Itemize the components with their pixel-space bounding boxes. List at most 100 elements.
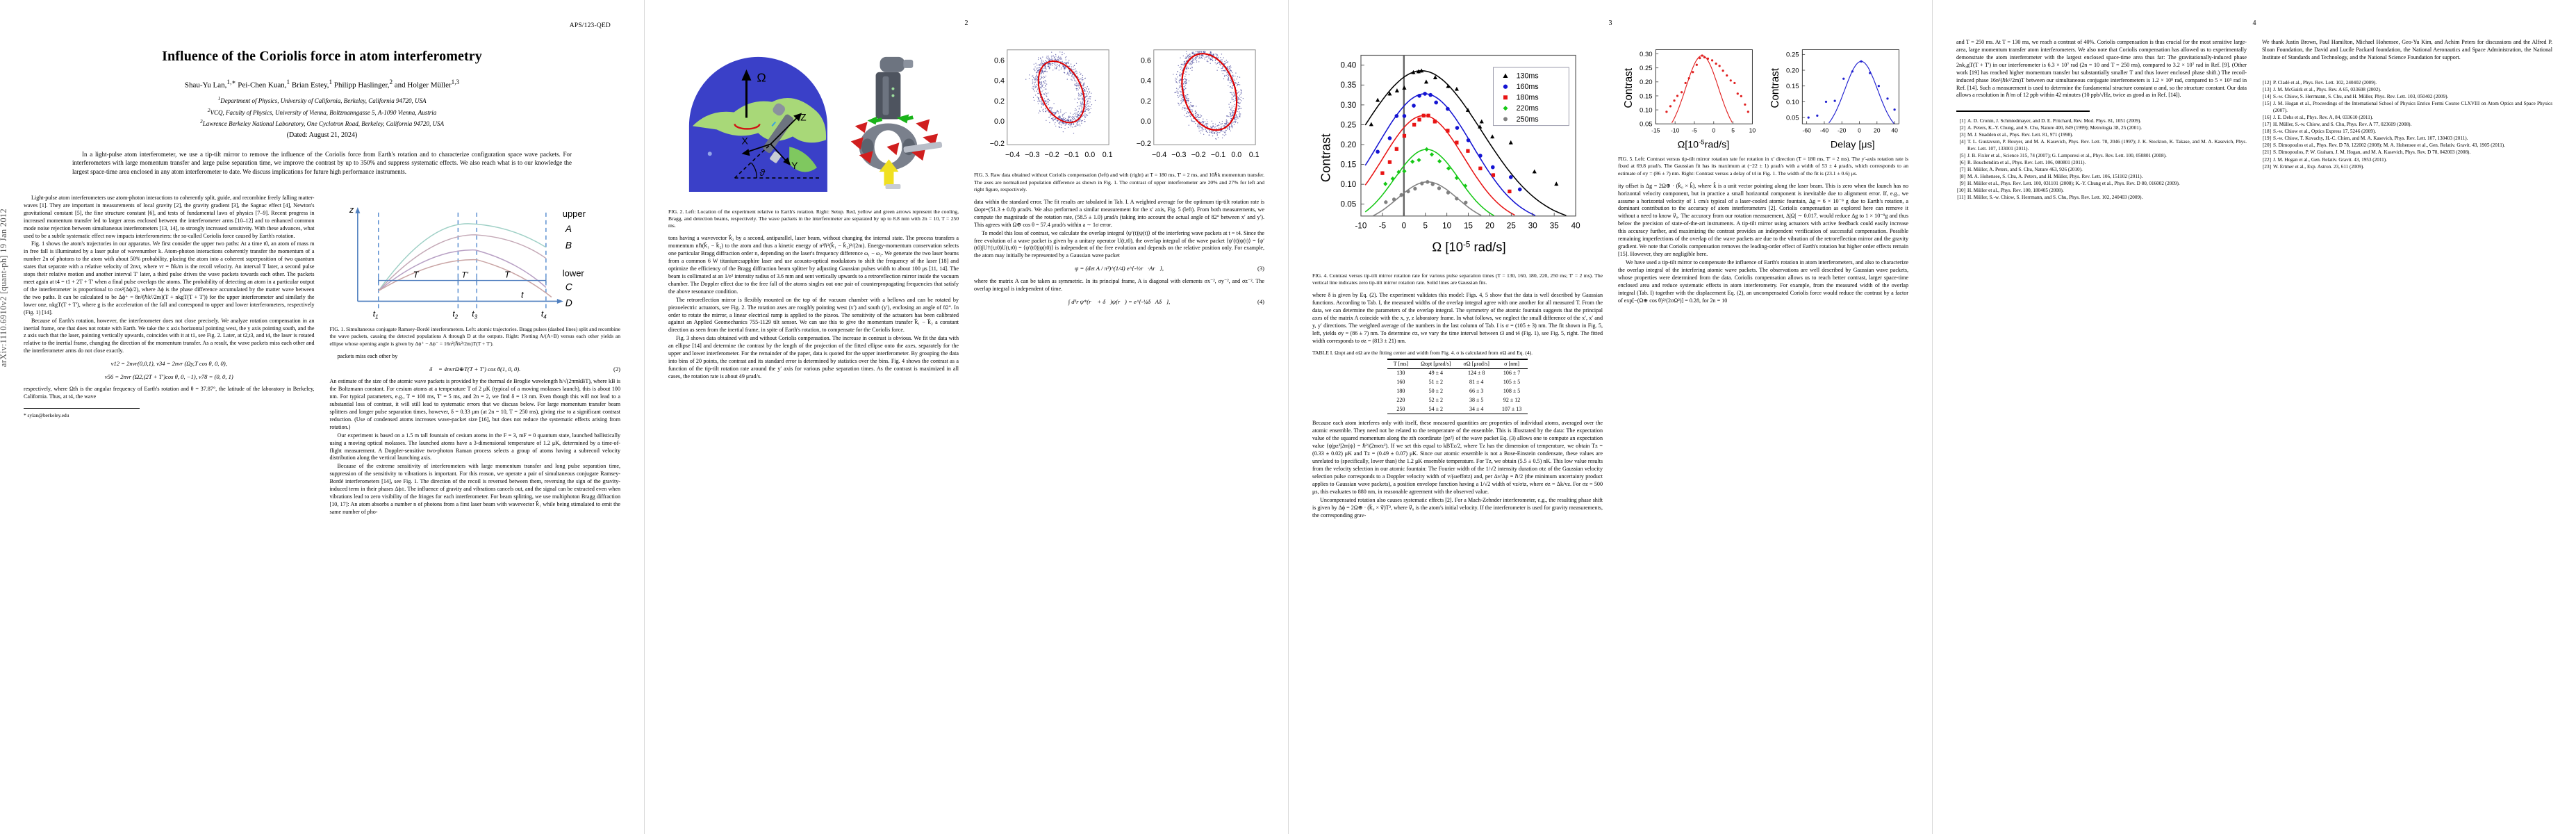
figure-4-x-tick: 30 <box>1528 221 1537 230</box>
figure-5-data-point <box>1703 56 1706 59</box>
f3l-ytick: 0.6 <box>994 56 1005 65</box>
equation-4-body: ∫ d³r ψ*(r⃗ + δ⃗)ψ(r⃗) = e^{-¼δ⃗Aδ⃗}, <box>1068 297 1171 305</box>
figure-1-interval-T2: T <box>504 269 511 279</box>
f3r-ytick: 0.2 <box>1141 97 1151 106</box>
page-4-column-right: We thank Justin Brown, Paul Hamilton, Mi… <box>2262 39 2552 202</box>
figure-4-legend-item: 250ms <box>1503 115 1539 124</box>
figure-1-tick-t4: t4 <box>540 309 546 320</box>
f3r-xtick: −0.4 <box>1152 151 1166 159</box>
reference-item: [17] H. Müller, S.-w. Chiow, and S. Chu, … <box>2262 122 2552 129</box>
page-3-columns: 0.05 0.10 0.15 0.20 0.25 0.30 0.35 0.40 -10 -5 0 5… <box>1312 39 1908 519</box>
figure-5-y-tick: 0.15 <box>1640 92 1653 100</box>
figure-5-data-point <box>1692 71 1694 74</box>
page-1: arXiv:1110.6910v2 [quant-ph] 19 Jan 2012… <box>0 0 644 834</box>
figure-5-data-point <box>1744 103 1747 106</box>
reference-number: [15] <box>2263 101 2271 107</box>
figure-5-data-point <box>1695 63 1699 66</box>
reference-item: [19] S.-w. Chiow, T. Kovachy, H.-C. Chien… <box>2262 136 2552 142</box>
reference-item: [3] M. J. Snadden et al., Phys. Rev. Lett… <box>1956 132 2247 139</box>
figure-1-tick-t1: t1 <box>372 309 378 320</box>
paragraph: The retroreflection mirror is flexibly m… <box>668 296 959 334</box>
figure-3-panel-right: 0.6 0.4 0.2 0.0 −0.2 −0.4 −0.3 −0.2 −0.1 <box>1137 49 1260 159</box>
author-list: Shau-Yu Lan,1,∗ Pei-Chen Kuan,1 Brian Es… <box>184 78 460 90</box>
f3l-xtick: −0.1 <box>1064 151 1079 159</box>
figure-5-y-tick: 0.25 <box>1786 51 1799 59</box>
figure-4-legend-item: 160ms <box>1503 83 1539 91</box>
figure-3-panel-left: 0.6 0.4 0.2 0.0 −0.2 −0.4 −0.3 −0.2 −0.1 <box>990 49 1113 159</box>
figure-5-data-point <box>1893 108 1896 111</box>
paragraph: ity offset is Δg = 2Ω⊕ · (k⃗₀ × k̂), whe… <box>1618 182 1908 257</box>
table-col-header: σ [nm] <box>1495 359 1528 370</box>
figure-4-x-tick: 20 <box>1485 221 1494 230</box>
reference-text: H. Müller et al., Phys. Rev. Lett. 100, … <box>1967 180 2180 186</box>
figure-2-caption: FIG. 2. Left: Location of the experiment… <box>668 208 959 229</box>
f3r-ytick: −0.2 <box>1137 140 1151 148</box>
figure-1-label-D: D <box>565 297 572 308</box>
figure-5-x-tick: 10 <box>1749 127 1756 134</box>
table-cell: 105 ± 5 <box>1503 379 1521 386</box>
figure-5-x-tick: -10 <box>1671 127 1680 134</box>
table-cell: 160 <box>1396 379 1405 386</box>
figure-5-x-tick: -20 <box>1838 127 1847 134</box>
table-cell: 108 ± 5 <box>1503 388 1521 395</box>
paragraph: respectively, where Ωth is the angular f… <box>24 386 315 400</box>
figure-4-y-tick: 0.30 <box>1341 101 1357 110</box>
figure-5-data-point <box>1673 99 1676 102</box>
reference-number: [22] <box>2263 156 2271 163</box>
figure-5-data-point <box>1842 77 1845 80</box>
figure-4-legend-label: 180ms <box>1517 94 1539 102</box>
table-row: 160 51 ± 2 81 ± 4 105 ± 5 <box>1387 378 1528 387</box>
figure-5-data-point <box>1707 57 1710 60</box>
figure-1-tick-t3: t3 <box>472 309 477 320</box>
f3l-ytick: 0.0 <box>994 117 1005 126</box>
figure-4-fit-line <box>1364 70 1567 216</box>
paragraph: Because each atom interferes only with i… <box>1312 420 1603 495</box>
figure-5-data-point <box>1877 85 1880 88</box>
table-cell: 92 ± 12 <box>1503 396 1521 403</box>
table-cell: 124 ± 8 <box>1467 370 1485 377</box>
f3l-xtick: −0.3 <box>1025 151 1040 159</box>
figure-4-series-130ms <box>1369 68 1559 186</box>
figure-5-x-tick: 0 <box>1712 127 1716 134</box>
figure-4-caption: FIG. 4. Contrast versus tip-tilt mirror … <box>1312 272 1603 286</box>
paragraph: Light-pulse atom interferometers use ato… <box>24 194 315 239</box>
reference-text: W. Ertmer et al., Exp. Astron. 23, 611 (… <box>2273 163 2365 170</box>
reference-item: [18] S.-w. Chiow et al., Optics Express 1… <box>2262 129 2552 136</box>
equation-2-number: (2) <box>613 365 620 373</box>
f3r-xtick: 0.0 <box>1231 151 1241 159</box>
reference-text: S.-w. Chiow, T. Kovachy, H.-C. Chien, an… <box>2273 136 2468 142</box>
reference-item: [12] P. Cladé et al., Phys. Rev. Lett. 10… <box>2262 80 2552 87</box>
figure-2-label-X: X <box>742 135 748 146</box>
figure-5-data-point <box>1699 56 1701 60</box>
figure-2-label-Y: Y <box>791 160 798 171</box>
table-header-row: T [ms] Ωopt [μrad/s] σΩ [μrad/s] σ [nm] <box>1387 359 1528 370</box>
paragraph: Uncompensated rotation also causes syste… <box>1312 496 1603 518</box>
reference-text: J. M. McGuirk et al., Phys. Rev. A 65, 0… <box>2273 87 2381 93</box>
figure-1-graphic: z t <box>348 204 586 320</box>
figure-4-legend-item: 180ms <box>1503 94 1539 102</box>
reference-text: S. Dimopoulos et al., Phys. Rev. D 78, 1… <box>2273 142 2505 149</box>
table-cell: 130 <box>1396 370 1405 377</box>
reference-item: [13] J. M. McGuirk et al., Phys. Rev. A 6… <box>2262 87 2552 94</box>
equation-3-body: ψ = (det A / π³)^(1/4) e^{-½r⃗·Ar⃗}, <box>1074 265 1164 272</box>
reference-number: [9] <box>1959 180 1965 186</box>
figure-5-data-point <box>1665 111 1668 113</box>
reference-number: [18] <box>2263 129 2271 135</box>
table-cell: 54 ± 2 <box>1414 404 1458 415</box>
table-cell: 220 <box>1396 396 1405 403</box>
equation-3-number: (3) <box>1257 265 1264 272</box>
reference-text: M. A. Hohensee, S. Chu, A. Peters, and H… <box>1967 173 2143 179</box>
paragraph: An estimate of the size of the atomic wa… <box>329 378 621 430</box>
references-list-left: [1] A. D. Cronin, J. Schmiedmayer, and D.… <box>1956 118 2247 202</box>
figure-4-series-220ms <box>1383 147 1468 188</box>
figure-4-legend-item: 220ms <box>1503 104 1539 113</box>
figure-1-label-A: A <box>564 223 571 234</box>
figure-4-series-250ms <box>1384 179 1468 205</box>
reference-item: [15] J. M. Hogan et al., Proceedings of t… <box>2262 101 2552 114</box>
figure-1-label-C: C <box>565 281 572 292</box>
table-cell: 81 ± 4 <box>1469 379 1484 386</box>
figure-5-data-point <box>1851 70 1854 73</box>
figure-5-data-point <box>1722 70 1724 72</box>
table-row: 130 49 ± 4 124 ± 8 106 ± 7 <box>1387 369 1528 378</box>
